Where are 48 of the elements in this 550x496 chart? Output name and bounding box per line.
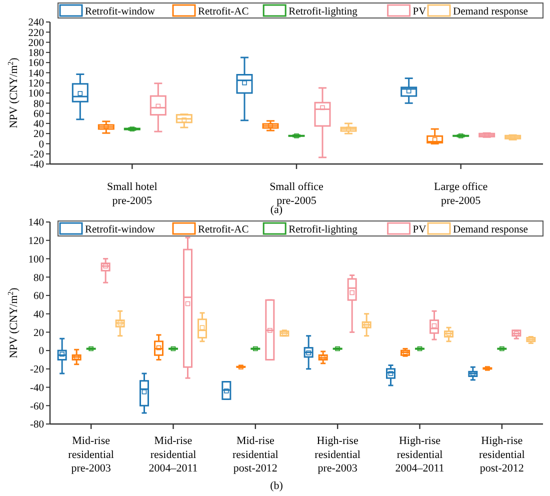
legend-label: Retrofit-window: [85, 6, 156, 18]
y-tick-label: 0: [38, 139, 44, 150]
y-tick-label: 20: [34, 328, 44, 339]
y-tick-label: 100: [28, 88, 44, 100]
y-tick-label: 40: [34, 119, 44, 130]
legend-label: Retrofit-lighting: [288, 224, 358, 236]
x-tick-label: Mid-rise residential 2004–2011: [148, 435, 198, 474]
legend-label: Retrofit-AC: [198, 224, 249, 236]
legend-label: Retrofit-AC: [198, 6, 249, 18]
y-tick-label: 120: [28, 78, 44, 90]
y-tick-label: 140: [28, 68, 44, 80]
y-tick-label: -20: [30, 150, 44, 161]
y-tick-label: 200: [28, 38, 44, 49]
y-tick-label: 60: [34, 108, 44, 120]
y-tick-label: 100: [28, 254, 44, 266]
x-tick-label: High-rise residential post-2012: [479, 435, 525, 474]
y-tick-label: -40: [30, 160, 44, 171]
legend-label: Demand response: [453, 224, 528, 236]
y-tick-label: 40: [34, 309, 44, 320]
x-tick-label: Large office pre-2005: [434, 181, 488, 207]
legend-label: Demand response: [453, 6, 528, 18]
y-tick-label: 0: [38, 346, 44, 358]
legend-label: Retrofit-window: [85, 224, 156, 236]
x-tick-label: Small hotel pre-2005: [106, 181, 158, 207]
y-tick-label: -40: [30, 382, 44, 394]
text: (a): [270, 204, 283, 216]
y-tick-label: 80: [34, 98, 44, 110]
legend-label: Retrofit-lighting: [288, 6, 358, 18]
x-tick-label: Mid-rise residential post-2012: [232, 435, 278, 474]
y-tick-label: 80: [34, 272, 44, 284]
y-tick-label: 60: [34, 291, 44, 302]
y-tick-label: 140: [28, 218, 44, 229]
x-tick-label: Mid-rise residential pre-2003: [68, 435, 114, 474]
y-tick-label: 160: [28, 58, 44, 70]
x-tick-label: Small office pre-2005: [270, 181, 324, 207]
y-tick-label: 220: [28, 28, 44, 39]
x-tick-label: High-rise residential pre-2003: [314, 435, 360, 474]
y-tick-label: 180: [28, 48, 44, 60]
y-tick-label: 20: [34, 129, 44, 140]
text: (b): [270, 480, 284, 492]
legend-label: PV: [412, 6, 427, 18]
y-tick-label: 240: [28, 18, 44, 29]
y-tick-label: -60: [30, 401, 44, 412]
y-tick-label: 120: [28, 236, 44, 248]
y-tick-label: -20: [30, 364, 44, 376]
legend-label: PV: [412, 224, 427, 236]
y-tick-label: -80: [30, 420, 44, 431]
x-tick-label: High-rise residential 2004–2011: [395, 435, 444, 474]
